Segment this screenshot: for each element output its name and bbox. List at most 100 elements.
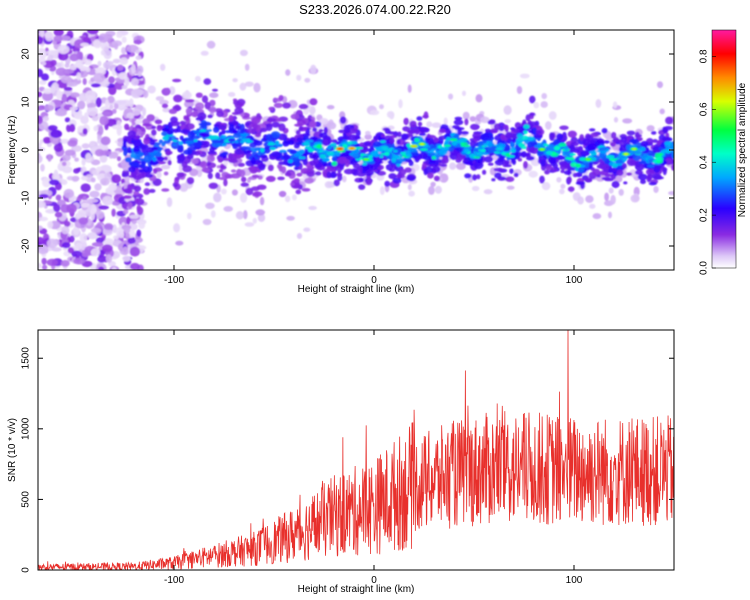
heat-cell xyxy=(570,162,578,168)
heat-cell xyxy=(183,116,190,121)
heat-cell xyxy=(245,187,254,196)
heat-cell xyxy=(587,143,597,151)
colorbar-ticks: 0.0 0.2 0.4 0.6 0.8 xyxy=(699,49,716,275)
heat-cell xyxy=(345,127,351,134)
heat-cell xyxy=(414,137,420,143)
heat-cell xyxy=(47,154,52,162)
heat-cell xyxy=(129,223,138,231)
heat-cell xyxy=(642,153,649,157)
heat-cell xyxy=(89,140,96,147)
heat-cell xyxy=(56,90,63,100)
heat-cell xyxy=(337,156,347,164)
heat-cell xyxy=(67,247,75,254)
heat-cell xyxy=(335,172,343,177)
heat-cell xyxy=(387,131,397,135)
heat-cell xyxy=(83,59,92,66)
heat-cell xyxy=(66,81,78,87)
heat-cell xyxy=(429,145,436,149)
heat-cell xyxy=(284,195,291,203)
heat-cell xyxy=(230,173,241,179)
heat-cell xyxy=(311,154,320,160)
heat-cell xyxy=(427,152,435,156)
heat-cell xyxy=(297,119,306,126)
heat-cell xyxy=(445,133,451,139)
heat-cell xyxy=(464,173,472,179)
y-tick-label: 1000 xyxy=(21,417,32,440)
heat-cell xyxy=(131,219,137,225)
heat-cell xyxy=(294,160,301,167)
heat-cell xyxy=(599,147,608,151)
heat-cell xyxy=(567,176,572,184)
heat-cell xyxy=(128,166,136,173)
heat-cell xyxy=(211,135,219,140)
heat-cell xyxy=(331,161,338,167)
heat-cell xyxy=(490,129,498,133)
heat-cell xyxy=(460,131,469,135)
heat-cell xyxy=(583,162,590,169)
heat-cell xyxy=(239,129,245,134)
heat-cell xyxy=(227,138,236,142)
heat-cell xyxy=(302,157,308,166)
heat-cell xyxy=(41,61,47,66)
heat-cell xyxy=(240,182,249,187)
heat-cell xyxy=(296,172,303,177)
heat-cell xyxy=(418,152,428,159)
heat-cell xyxy=(149,159,159,166)
heat-cell xyxy=(431,156,436,160)
x-tick-label: 0 xyxy=(371,275,377,286)
heat-cell xyxy=(123,148,128,157)
heat-cell xyxy=(111,124,123,130)
heat-cell xyxy=(221,129,226,135)
heat-cell xyxy=(165,150,173,155)
heat-cell xyxy=(556,133,563,141)
heat-cell xyxy=(318,128,324,133)
heat-cell xyxy=(81,158,86,166)
heat-cell xyxy=(253,140,263,147)
heat-cell xyxy=(456,162,466,170)
chart-title: S233.2026.074.00.22.R20 xyxy=(299,2,451,17)
heat-cell xyxy=(622,163,627,169)
heat-cell xyxy=(77,100,86,110)
heat-cell xyxy=(612,163,618,168)
heat-cell xyxy=(215,172,221,180)
heat-cell xyxy=(436,159,442,163)
heat-cell xyxy=(124,123,130,130)
heat-cell xyxy=(626,158,636,167)
heat-cell xyxy=(306,171,316,177)
heat-cell xyxy=(147,85,156,94)
heat-cell xyxy=(203,78,212,85)
heat-cell xyxy=(273,102,283,108)
heat-cell xyxy=(569,153,576,156)
heat-cell xyxy=(373,135,379,141)
heat-cell xyxy=(493,123,501,131)
heat-cell xyxy=(318,132,328,138)
heat-cell xyxy=(151,129,157,136)
heat-cell xyxy=(113,235,119,240)
heat-cell xyxy=(46,50,58,56)
heat-cell xyxy=(55,62,62,68)
heat-cell xyxy=(187,154,194,160)
heat-cell xyxy=(560,169,565,174)
heat-cell xyxy=(121,47,127,55)
heat-cell xyxy=(488,134,493,139)
heat-cell xyxy=(388,173,397,180)
heat-cell xyxy=(183,149,193,155)
heat-cell xyxy=(108,183,118,191)
heat-cell xyxy=(634,163,645,171)
heat-cell xyxy=(156,125,163,132)
heat-cell xyxy=(620,136,627,143)
heat-cell xyxy=(42,88,53,94)
heat-cell xyxy=(430,181,436,187)
heat-cell xyxy=(361,162,368,166)
heat-cell xyxy=(278,190,287,198)
heat-cell xyxy=(615,159,623,164)
heat-cell xyxy=(255,209,265,216)
heat-cell xyxy=(616,155,626,159)
heat-cell xyxy=(298,149,305,154)
heat-cell xyxy=(277,176,285,181)
heat-cell xyxy=(286,215,295,221)
heat-cell xyxy=(86,106,98,117)
heat-cell xyxy=(339,164,344,171)
heat-cell xyxy=(540,101,548,108)
heat-cell xyxy=(186,177,195,185)
